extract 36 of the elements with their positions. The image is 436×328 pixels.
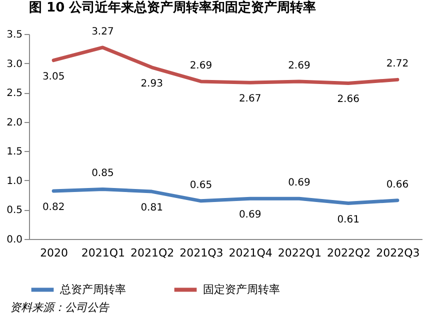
data-label: 2.66 [337, 94, 360, 106]
x-tick-label: 2020 [40, 246, 68, 260]
data-label: 0.82 [42, 202, 65, 213]
y-tick-label: 0.5 [6, 205, 22, 216]
data-label: 3.27 [92, 26, 114, 38]
x-tick-label: 2022Q2 [326, 246, 371, 260]
x-tick-label: 2022Q1 [278, 246, 322, 260]
legend-label: 总资产周转率 [59, 282, 126, 296]
data-label: 0.61 [337, 214, 360, 226]
data-label: 0.65 [190, 180, 212, 191]
y-tick-label: 2.5 [6, 88, 22, 100]
data-label: 0.85 [92, 168, 114, 180]
data-label: 0.69 [238, 210, 262, 221]
y-tick-label: 1.5 [6, 146, 22, 158]
data-label: 2.69 [190, 60, 212, 72]
legend-label: 固定资产周转率 [203, 282, 280, 296]
y-tick-label: 0.0 [6, 234, 22, 246]
y-tick-label: 1.0 [6, 176, 22, 187]
x-tick-label: 2021Q2 [130, 246, 174, 260]
data-label: 0.66 [386, 179, 409, 190]
data-label: 0.81 [140, 202, 163, 214]
y-tick-label: 3.5 [6, 30, 22, 40]
x-tick-label: 2021Q4 [228, 246, 272, 260]
chart-title: 图 10 公司近年来总资产周转率和固定资产周转率 [29, 0, 316, 16]
x-tick-label: 2022Q3 [376, 246, 420, 260]
data-label: 0.69 [288, 178, 310, 189]
x-tick-label: 2021Q1 [81, 246, 126, 260]
x-tick-label: 2021Q3 [180, 246, 224, 260]
data-label: 2.69 [288, 60, 310, 72]
y-tick-label: 3.0 [6, 58, 22, 70]
y-tick-label: 2.0 [6, 117, 22, 128]
data-label: 2.93 [140, 78, 163, 90]
data-label: 2.72 [386, 58, 409, 70]
text: 资料来源：公司公告 [9, 300, 110, 315]
data-label: 2.67 [238, 94, 262, 105]
data-label: 3.05 [42, 71, 65, 82]
